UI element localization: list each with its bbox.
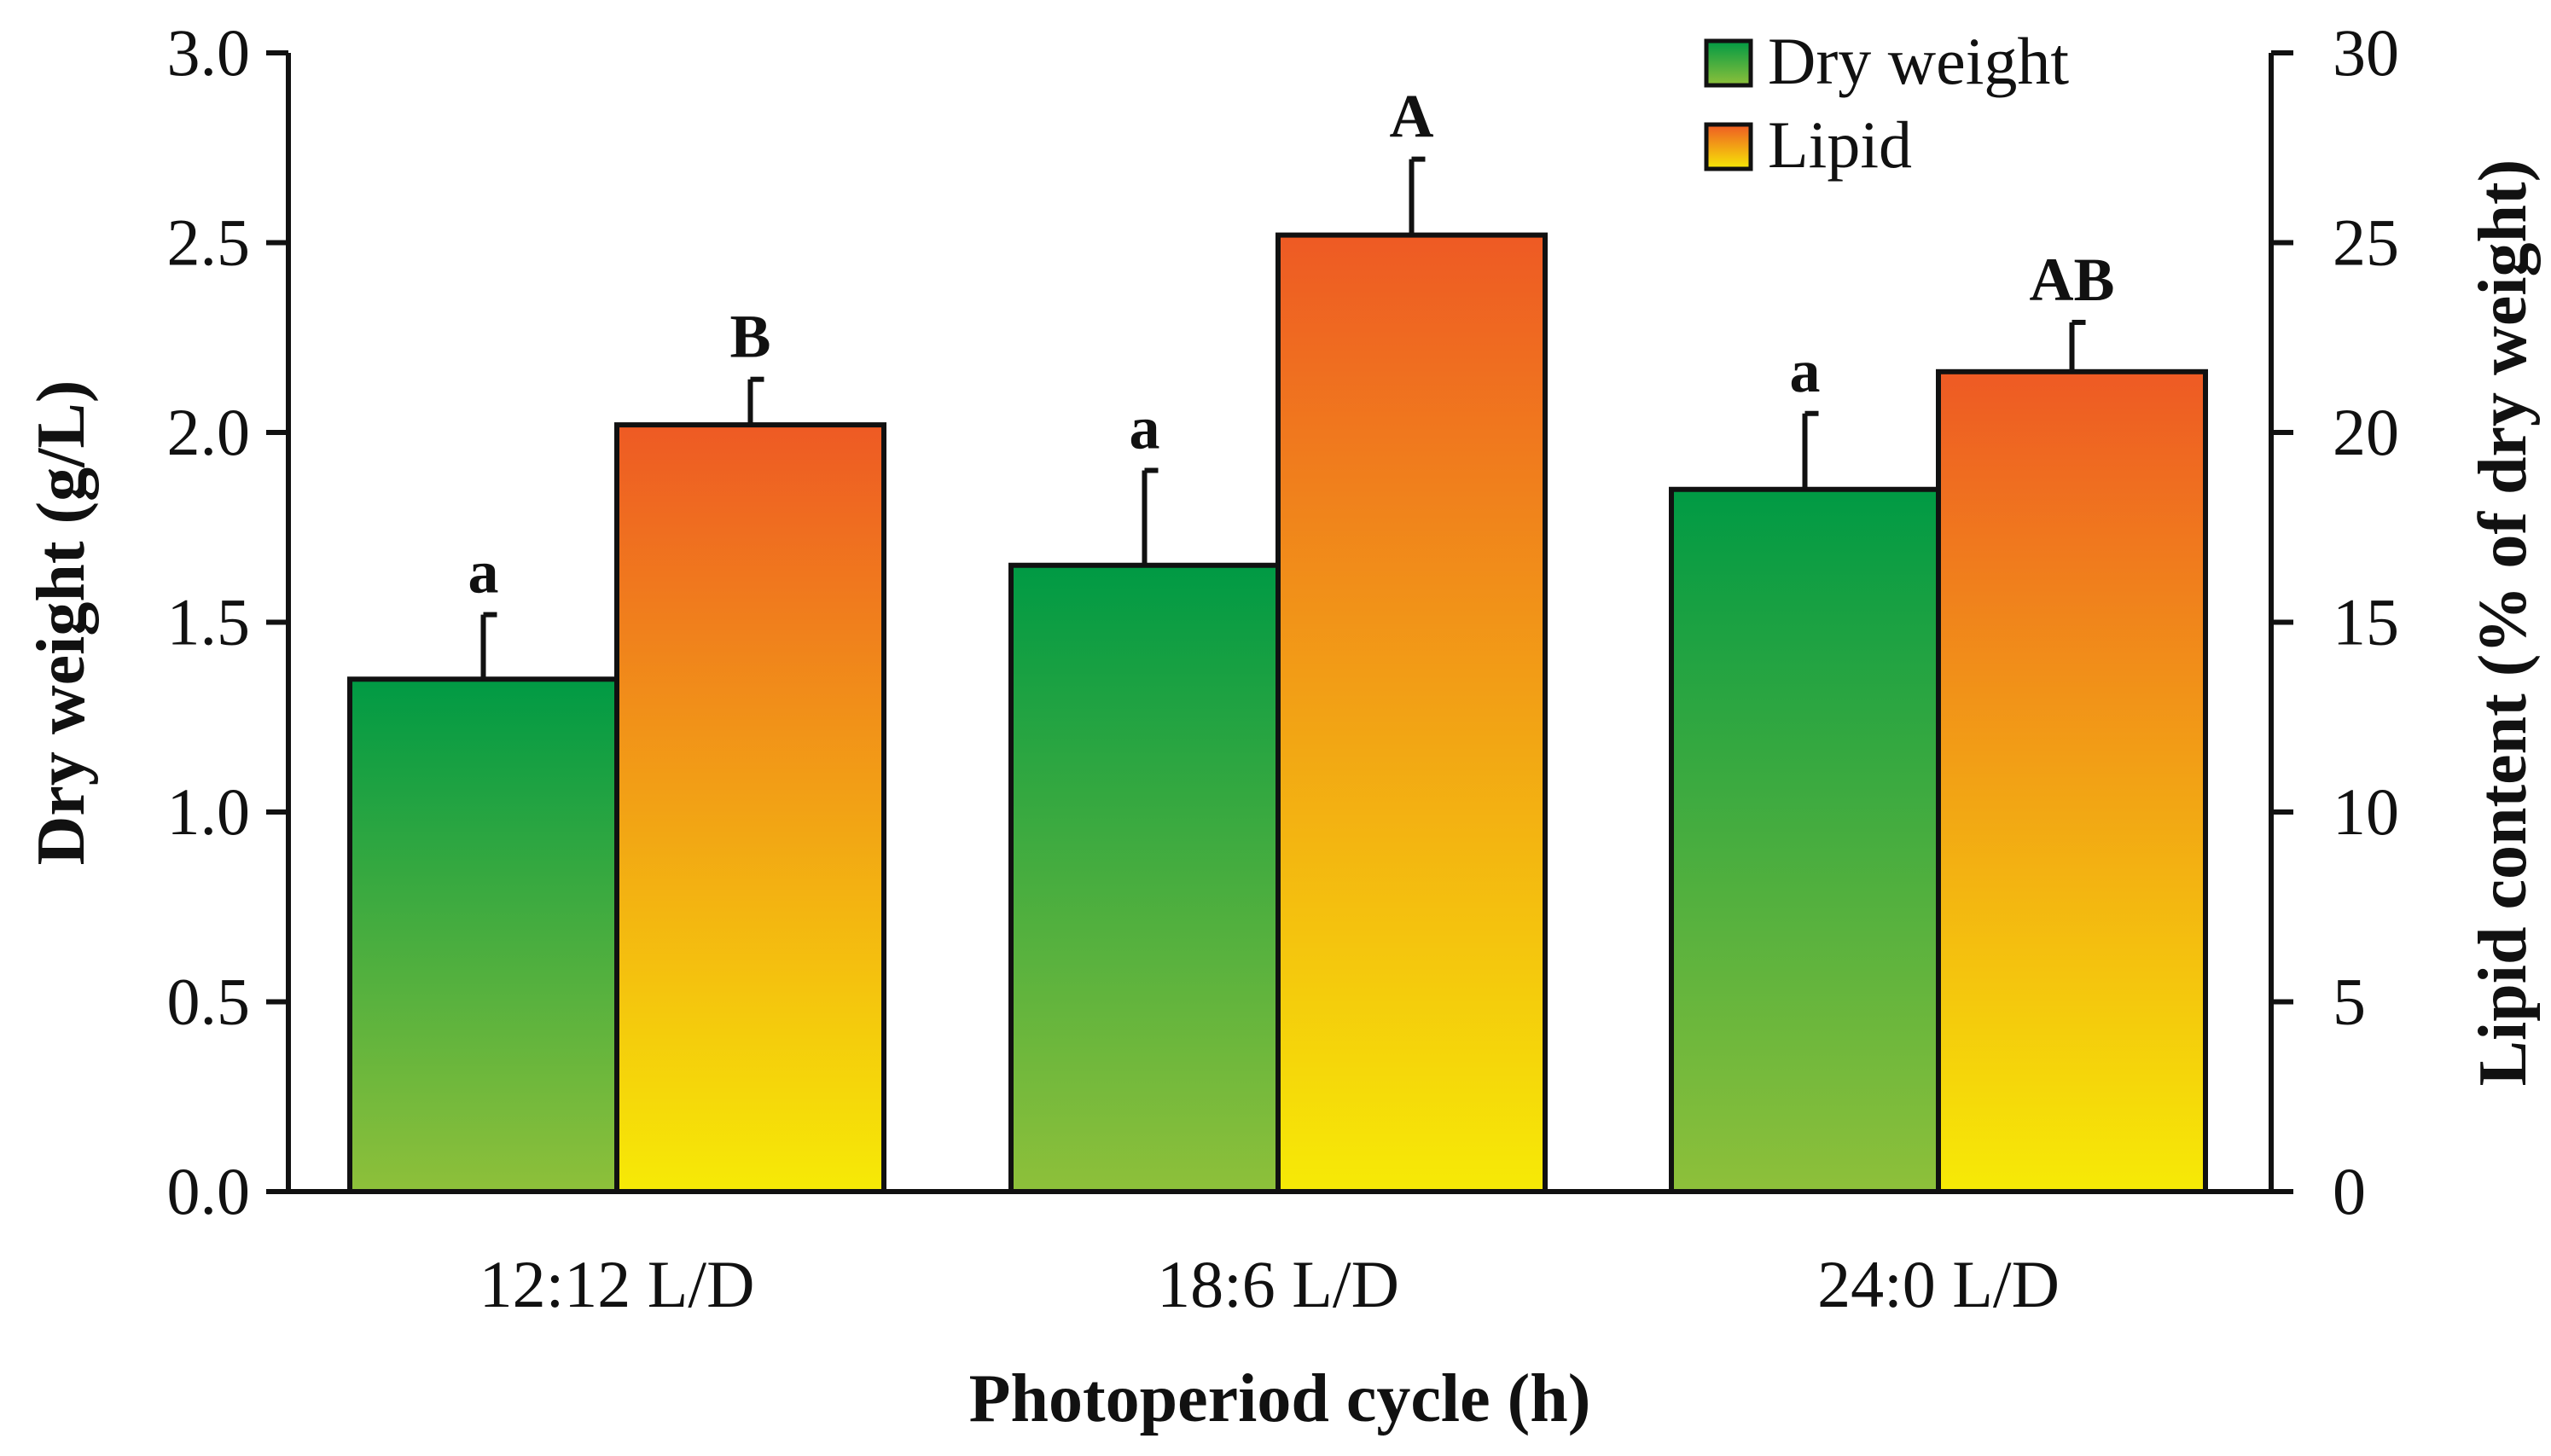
y-tick-label-left: 3.0 <box>167 15 251 90</box>
y-tick-label-left: 0.5 <box>167 965 251 1039</box>
y-tick-label-right: 20 <box>2333 395 2399 469</box>
significance-label: a <box>468 538 499 606</box>
significance-label: a <box>1130 394 1160 462</box>
y-tick-label-left: 1.0 <box>167 774 251 849</box>
significance-label: AB <box>2029 246 2114 314</box>
y-tick-label-left: 2.0 <box>167 395 251 469</box>
y-tick-label-right: 25 <box>2333 206 2399 280</box>
legend-label: Dry weight <box>1768 24 2069 98</box>
y-tick-label-left: 0.0 <box>167 1154 251 1228</box>
y-tick-label-right: 5 <box>2333 965 2366 1039</box>
legend-swatch-dry-weight <box>1704 38 1753 88</box>
bar-dry-weight-2 <box>1669 486 1941 1194</box>
bar-dry-weight-1 <box>1008 562 1281 1194</box>
bar-lipid-0 <box>614 422 886 1195</box>
y-tick-label-right: 30 <box>2333 15 2399 90</box>
y-tick-label-left: 1.5 <box>167 585 251 659</box>
y-tick-label-left: 2.5 <box>167 206 251 280</box>
y-axis-title-left: Dry weight (g/L) <box>24 380 99 866</box>
x-tick-label: 24:0 L/D <box>1817 1247 2060 1321</box>
bar-lipid-2 <box>1936 368 2208 1194</box>
legend-swatch-lipid <box>1704 122 1753 171</box>
x-tick-label: 18:6 L/D <box>1157 1247 1399 1321</box>
y-tick-label-right: 10 <box>2333 774 2399 849</box>
labels-layer: a B 12:12 L/D a A 18:6 L/D a AB 24:0 L/D 0.0 0.5 1.… <box>24 15 2541 1436</box>
significance-label: A <box>1390 83 1434 151</box>
y-tick-label-right: 15 <box>2333 585 2399 659</box>
significance-label: a <box>1790 337 1821 405</box>
significance-label: B <box>729 303 770 371</box>
bar-dry-weight-0 <box>347 676 619 1194</box>
y-axis-title-right: Lipid content (% of dry weight) <box>2466 160 2541 1087</box>
legend-label: Lipid <box>1768 107 1912 182</box>
x-axis-title: Photoperiod cycle (h) <box>969 1361 1591 1436</box>
bars-layer <box>347 156 2208 1195</box>
bar-lipid-1 <box>1276 232 1548 1195</box>
y-tick-label-right: 0 <box>2333 1154 2366 1228</box>
axes-layer <box>266 50 2293 1194</box>
legend: Dry weight Lipid <box>1704 24 2069 182</box>
x-tick-label: 12:12 L/D <box>479 1247 755 1321</box>
